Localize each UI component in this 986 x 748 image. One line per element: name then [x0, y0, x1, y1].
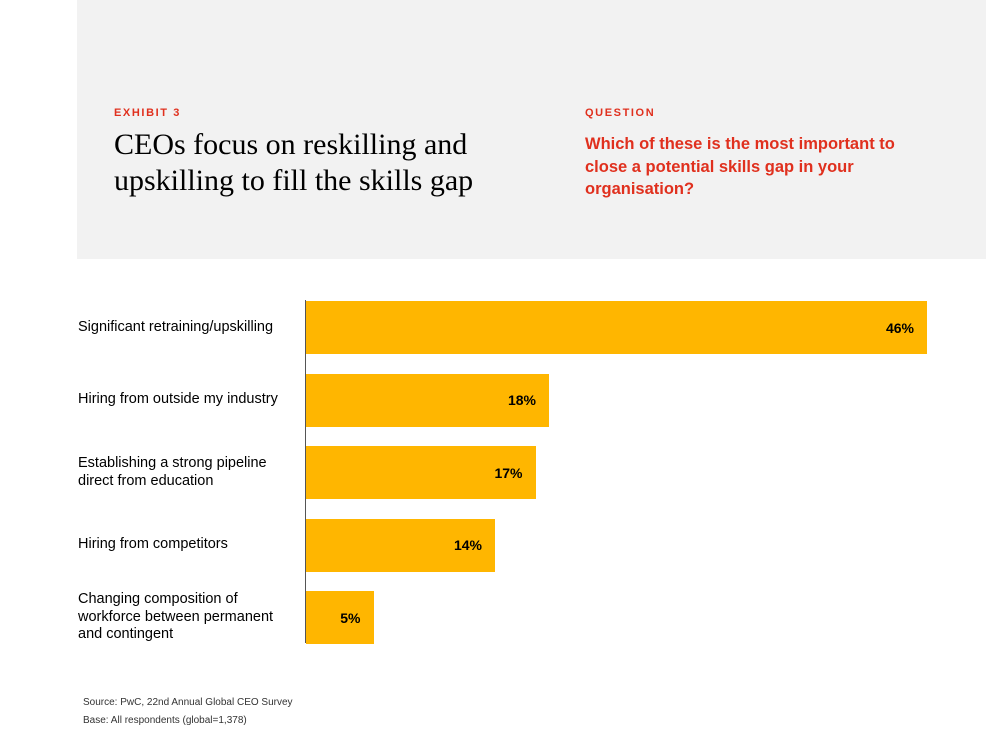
question-text: Which of these is the most important to …: [585, 135, 895, 198]
bar-value-label: 5%: [340, 609, 361, 626]
bar-value-label: 17%: [494, 464, 523, 481]
category-label: Establishing a strong pipeline direct fr…: [78, 455, 267, 489]
chart-axis-line: [305, 300, 306, 643]
category-label: Hiring from outside my industry: [78, 391, 278, 408]
category-label: Hiring from competitors: [78, 536, 228, 553]
category-label: Changing composition of workforce betwee…: [78, 591, 274, 643]
bar-value-label: 46%: [885, 319, 914, 336]
bar: [306, 373, 549, 427]
base-note: Base: All respondents (global=1,378): [83, 715, 247, 726]
bar: [306, 446, 536, 499]
bar: [306, 518, 495, 572]
exhibit-label: EXHIBIT 3: [114, 107, 181, 119]
bar-value-label: 18%: [507, 392, 536, 408]
header-panel: [77, 0, 986, 259]
question-label: QUESTION: [585, 107, 656, 119]
source-note: Source: PwC, 22nd Annual Global CEO Surv…: [83, 697, 293, 708]
category-label: Significant retraining/upskilling: [78, 318, 274, 335]
bar-value-label: 14%: [453, 537, 482, 553]
chart-title: CEOs focus on reskilling and upskilling …: [114, 128, 474, 197]
bar: [306, 301, 927, 354]
bar: [306, 591, 374, 644]
